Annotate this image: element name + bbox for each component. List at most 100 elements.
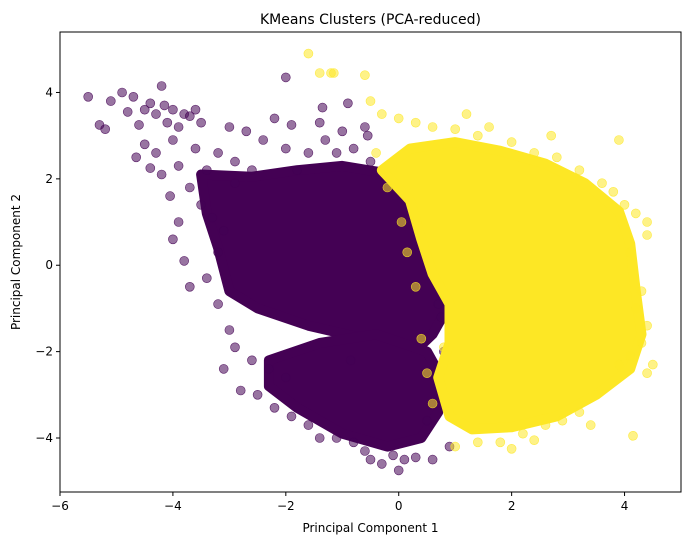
data-point (303, 148, 314, 158)
data-point (427, 122, 438, 132)
data-point (393, 465, 404, 476)
data-point (320, 135, 331, 145)
data-point (642, 230, 652, 240)
data-point (382, 182, 393, 193)
data-point (185, 281, 195, 292)
data-point (410, 452, 421, 463)
data-point (218, 364, 229, 374)
data-point (235, 385, 246, 396)
data-point (280, 143, 291, 154)
data-point (436, 312, 446, 322)
data-point (179, 256, 189, 266)
data-point (551, 152, 562, 163)
data-point (433, 299, 444, 309)
data-point (213, 148, 223, 158)
data-point (619, 200, 630, 210)
data-point (156, 169, 167, 180)
data-point (185, 182, 195, 193)
data-point (585, 420, 596, 430)
y-tick-label: −2 (35, 345, 53, 359)
data-point (122, 107, 133, 117)
data-point (360, 70, 370, 80)
y-tick-label: 4 (45, 85, 53, 99)
data-point (314, 433, 325, 443)
data-point (128, 92, 139, 102)
data-point (628, 430, 638, 441)
data-point (343, 98, 353, 109)
data-point (439, 342, 449, 353)
data-point (362, 130, 373, 141)
data-point (131, 152, 141, 163)
data-point (292, 165, 302, 175)
data-point (557, 415, 568, 426)
data-point (396, 217, 407, 227)
y-tick-label: 0 (45, 258, 53, 272)
data-point (202, 273, 212, 284)
data-point (506, 137, 517, 147)
data-point (230, 342, 240, 353)
data-point (168, 135, 178, 145)
data-point (529, 148, 540, 158)
data-point (213, 299, 223, 309)
data-point (165, 191, 175, 201)
data-point (151, 148, 161, 158)
series-0 (83, 72, 458, 476)
data-point (574, 165, 585, 175)
data-point (393, 113, 404, 124)
data-point (162, 117, 173, 128)
dense-point-region (263, 329, 449, 452)
series-1 (303, 48, 658, 454)
data-point (365, 156, 376, 167)
data-point (224, 122, 235, 132)
data-point (630, 208, 641, 219)
x-tick-label: −6 (51, 499, 69, 513)
data-point (450, 124, 461, 134)
data-point (427, 398, 438, 409)
data-point (365, 454, 376, 465)
data-point (365, 96, 376, 106)
data-point (625, 247, 636, 258)
x-axis-title: Principal Component 1 (302, 521, 438, 535)
data-point (218, 225, 229, 236)
data-point (139, 139, 150, 150)
data-point (145, 98, 156, 109)
x-tick-label: −2 (277, 499, 295, 513)
data-point (360, 446, 370, 456)
data-point (106, 96, 116, 106)
data-point (376, 459, 387, 469)
data-point (196, 117, 206, 128)
data-point (410, 281, 421, 292)
data-point (213, 247, 223, 258)
data-point (286, 411, 297, 422)
data-point (574, 407, 585, 417)
data-point (461, 109, 472, 119)
data-point (506, 443, 517, 454)
data-point (241, 126, 252, 137)
data-point (636, 286, 647, 297)
data-point (173, 217, 184, 227)
data-point (348, 143, 359, 154)
data-point (151, 109, 161, 119)
data-point (540, 420, 551, 430)
data-point (190, 104, 201, 115)
data-point (280, 72, 291, 83)
x-tick-label: 2 (508, 499, 516, 513)
y-tick-label: −4 (35, 431, 53, 445)
data-point (597, 178, 607, 188)
data-point (156, 81, 167, 91)
data-point (314, 68, 325, 78)
x-tick-label: 4 (621, 499, 629, 513)
data-point (614, 135, 624, 145)
data-point (264, 364, 274, 374)
data-point (83, 92, 93, 102)
data-point (416, 333, 427, 344)
data-point (371, 148, 381, 158)
data-point (230, 156, 240, 167)
data-point (518, 428, 528, 439)
data-point (230, 178, 240, 188)
plot-frame (59, 31, 682, 493)
data-point (546, 130, 557, 141)
data-point (427, 454, 438, 465)
data-layer (83, 48, 658, 476)
